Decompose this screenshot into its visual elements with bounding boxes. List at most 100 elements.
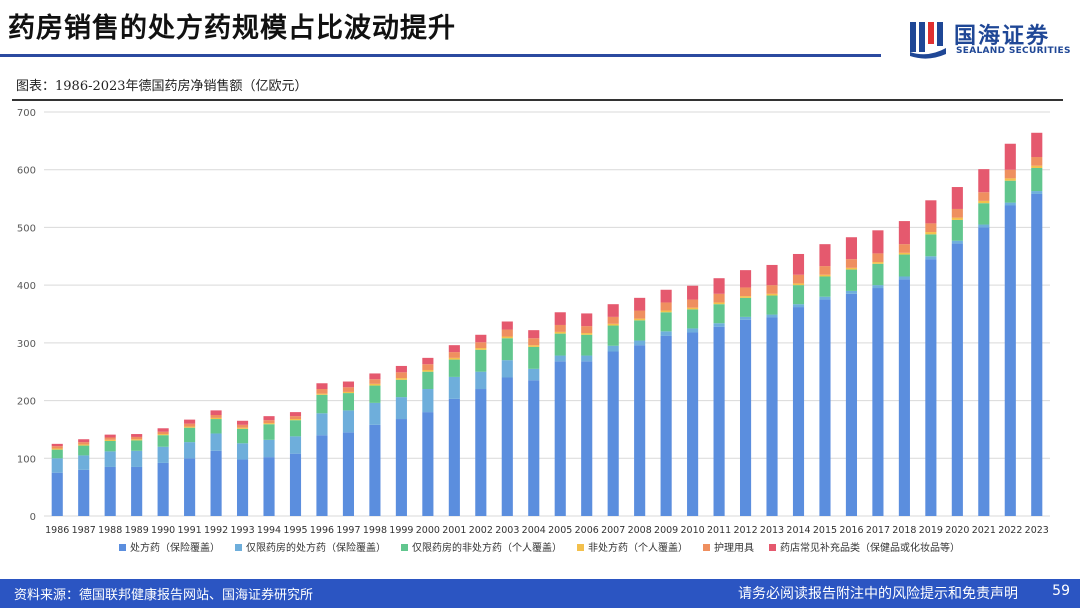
y-tick-label: 600 <box>17 166 36 177</box>
bar-segment <box>263 416 275 421</box>
bar-segment <box>1031 165 1043 168</box>
x-tick-label: 2014 <box>786 525 810 536</box>
bar-segment <box>554 312 566 325</box>
bar-segment <box>369 424 381 516</box>
bar-segment <box>978 192 990 201</box>
page-number: 59 <box>1052 583 1070 599</box>
legend-label: 处方药（保险覆盖） <box>130 541 220 554</box>
bar-segment <box>51 449 63 459</box>
bar-segment <box>739 297 752 317</box>
bar-segment <box>581 334 593 356</box>
bar-segment <box>634 340 646 346</box>
bar-segment <box>51 443 63 447</box>
x-tick-label: 2011 <box>707 525 731 536</box>
bar-segment <box>184 458 196 516</box>
x-tick-label: 1995 <box>283 525 307 536</box>
bar-segment <box>1031 167 1043 192</box>
bar-segment <box>475 349 487 372</box>
x-tick-label: 2008 <box>628 525 652 536</box>
bar-segment <box>395 379 407 398</box>
bar-segment <box>898 252 910 255</box>
bar-segment <box>104 466 116 516</box>
bar-segment <box>475 334 487 343</box>
bar-segment <box>51 448 63 450</box>
legend-label: 仅限药房的非处方药（个人覆盖） <box>412 541 562 554</box>
bar-segment <box>501 321 513 330</box>
bar-segment <box>607 304 619 317</box>
page-footer: 资料来源：德国联邦健康报告网站、国海证券研究所 请务必阅读报告附注中的风险提示和… <box>0 579 1080 608</box>
bar-segment <box>236 428 249 444</box>
disclaimer-text: 请务必阅读报告附注中的风险提示和免责声明 <box>738 586 1018 602</box>
bar-segment <box>792 285 805 305</box>
bar-segment <box>422 369 434 372</box>
bar-segment <box>951 240 963 244</box>
bar-segment <box>448 345 460 353</box>
bar-segment <box>316 435 328 516</box>
x-tick-label: 2003 <box>495 525 519 536</box>
bar-segment <box>184 427 196 443</box>
bar-segment <box>263 457 275 516</box>
bar-segment <box>1031 132 1043 158</box>
bar-segment <box>104 439 116 441</box>
bar-segment <box>475 389 487 516</box>
bar-segment <box>898 276 910 280</box>
bar-segment <box>634 345 646 516</box>
bar-segment <box>422 371 434 390</box>
bar-segment <box>448 359 460 377</box>
bar-segment <box>528 345 540 347</box>
bar-segment <box>713 293 725 303</box>
bar-segment <box>978 203 990 225</box>
page-title: 药房销售的处方药规模占比波动提升 <box>8 13 456 44</box>
bar-segment <box>131 434 143 437</box>
bar-segment <box>1004 180 1016 203</box>
y-tick-label: 400 <box>17 281 36 292</box>
bar-segment <box>687 328 699 333</box>
bar-segment <box>316 393 328 395</box>
bar-segment <box>157 428 169 432</box>
bar-segment <box>845 290 858 294</box>
y-tick-label: 0 <box>30 512 36 523</box>
bar-segment <box>395 372 407 379</box>
chart-caption: 图表：1986-2023年德国药房净销售额（亿欧元） <box>16 79 308 94</box>
bar-segment <box>422 389 434 413</box>
bar-segment <box>289 412 302 417</box>
bar-segment <box>475 342 487 349</box>
bar-segment <box>395 397 407 420</box>
x-tick-label: 1994 <box>257 525 281 536</box>
x-tick-label: 2007 <box>601 525 625 536</box>
bar-segment <box>713 302 725 305</box>
bar-segment <box>131 450 143 467</box>
bar-segment <box>687 285 699 300</box>
x-tick-label: 1986 <box>45 525 69 536</box>
bar-segment <box>501 377 513 516</box>
bar-segment <box>78 469 90 516</box>
x-tick-label: 2016 <box>839 525 863 536</box>
bar-segment <box>184 426 196 428</box>
bar-segment <box>395 365 407 373</box>
x-tick-label: 1989 <box>125 525 149 536</box>
bar-segment <box>978 169 990 193</box>
bar-segment <box>925 223 937 233</box>
bar-segment <box>448 357 460 360</box>
bar-segment <box>845 267 858 270</box>
legend-label: 药店常见补充品类（保健品或化妆品等） <box>780 541 960 554</box>
header-divider <box>0 54 881 57</box>
bar-segment <box>925 234 937 257</box>
legend-swatch <box>235 544 242 551</box>
bar-segment <box>528 380 540 516</box>
bar-segment <box>51 472 63 516</box>
bar-segment <box>395 419 407 516</box>
x-tick-label: 2001 <box>442 525 466 536</box>
bar-segment <box>236 424 249 428</box>
bar-segment <box>157 446 169 463</box>
bar-segment <box>845 259 858 268</box>
bar-segment <box>766 264 778 286</box>
bar-segment <box>157 435 169 447</box>
bar-segment <box>369 383 381 386</box>
logo-name: 国海证券 <box>954 24 1051 49</box>
bar-segment <box>819 274 831 277</box>
bar-segment <box>634 318 646 321</box>
logo-subtitle: SEALAND SECURITIES <box>956 46 1071 56</box>
source-note: 资料来源：德国联邦健康报告网站、国海证券研究所 <box>14 588 314 603</box>
